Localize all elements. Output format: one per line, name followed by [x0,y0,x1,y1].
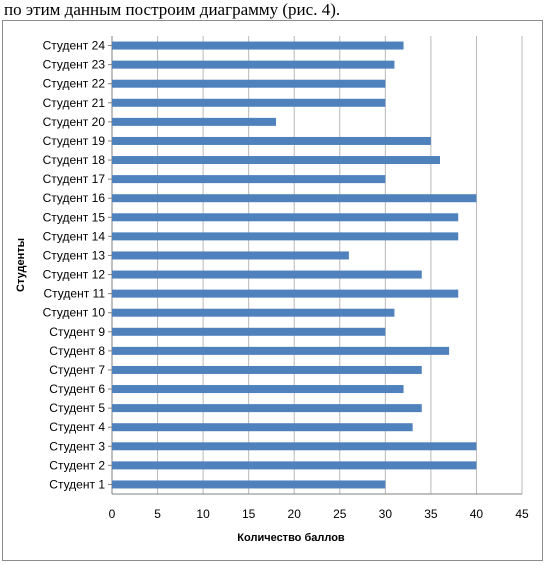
category-label: Студент 2 [49,458,105,472]
bar [112,156,440,165]
bar [112,79,386,88]
bar [112,60,395,69]
category-label: Студент 14 [43,229,106,243]
category-label: Студент 20 [43,115,106,129]
x-tick-label: 15 [242,507,256,521]
y-axis-title: Студенты [15,238,27,292]
bar [112,308,395,317]
category-label: Студент 15 [43,210,106,224]
category-label: Студент 5 [49,401,105,415]
category-label: Студент 10 [43,306,106,320]
bar [112,404,422,413]
category-label: Студент 24 [43,39,106,53]
bar [112,423,413,432]
x-tick-labels: 0 5 10 15 20 25 30 35 40 45 [109,507,529,521]
bar [112,289,459,298]
category-label: Студент 13 [43,248,106,262]
bar [112,251,349,260]
bar [112,270,422,279]
category-label: Студент 18 [43,153,106,167]
bar [112,41,404,50]
bar [112,117,276,126]
category-label: Студент 19 [43,134,106,148]
bars [112,41,477,489]
category-label: Студент 21 [43,96,106,110]
category-label: Студент 9 [49,325,105,339]
x-tick-label: 0 [109,507,116,521]
category-label: Студент 3 [49,439,105,453]
figure-caption: по этим данным построим диаграмму (рис. … [4,0,341,19]
x-tick-label: 35 [424,507,438,521]
bar [112,232,459,241]
x-axis-title: Количество баллов [237,532,345,544]
x-tick-label: 5 [154,507,161,521]
category-label: Студент 8 [49,344,105,358]
category-label: Студент 11 [44,287,106,301]
bar [112,442,477,451]
bar [112,213,459,222]
bar [112,98,386,107]
bar [112,480,386,489]
x-tick-label: 20 [288,507,302,521]
bar [112,327,386,336]
category-label: Студент 16 [43,191,106,205]
x-tick-label: 45 [515,507,529,521]
category-labels: Студент 1 Студент 2 Студент 3 Студент 4 Студ… [43,39,106,492]
bar [112,346,450,355]
bar [112,175,386,184]
bar [112,385,404,394]
x-tick-label: 30 [379,507,393,521]
x-tick-label: 10 [196,507,210,521]
category-label: Студент 12 [43,268,106,282]
category-label: Студент 1 [49,477,105,491]
category-label: Студент 17 [43,172,106,186]
x-tick-label: 40 [470,507,484,521]
bar [112,136,431,145]
x-tick-label: 25 [333,507,347,521]
bar [112,194,477,203]
bar [112,365,422,374]
category-label: Студент 7 [49,363,105,377]
bar [112,461,477,470]
gridlines [108,36,523,495]
category-label: Студент 23 [43,58,106,72]
category-label: Студент 22 [43,77,106,91]
category-label: Студент 4 [49,420,105,434]
category-label: Студент 6 [49,382,105,396]
